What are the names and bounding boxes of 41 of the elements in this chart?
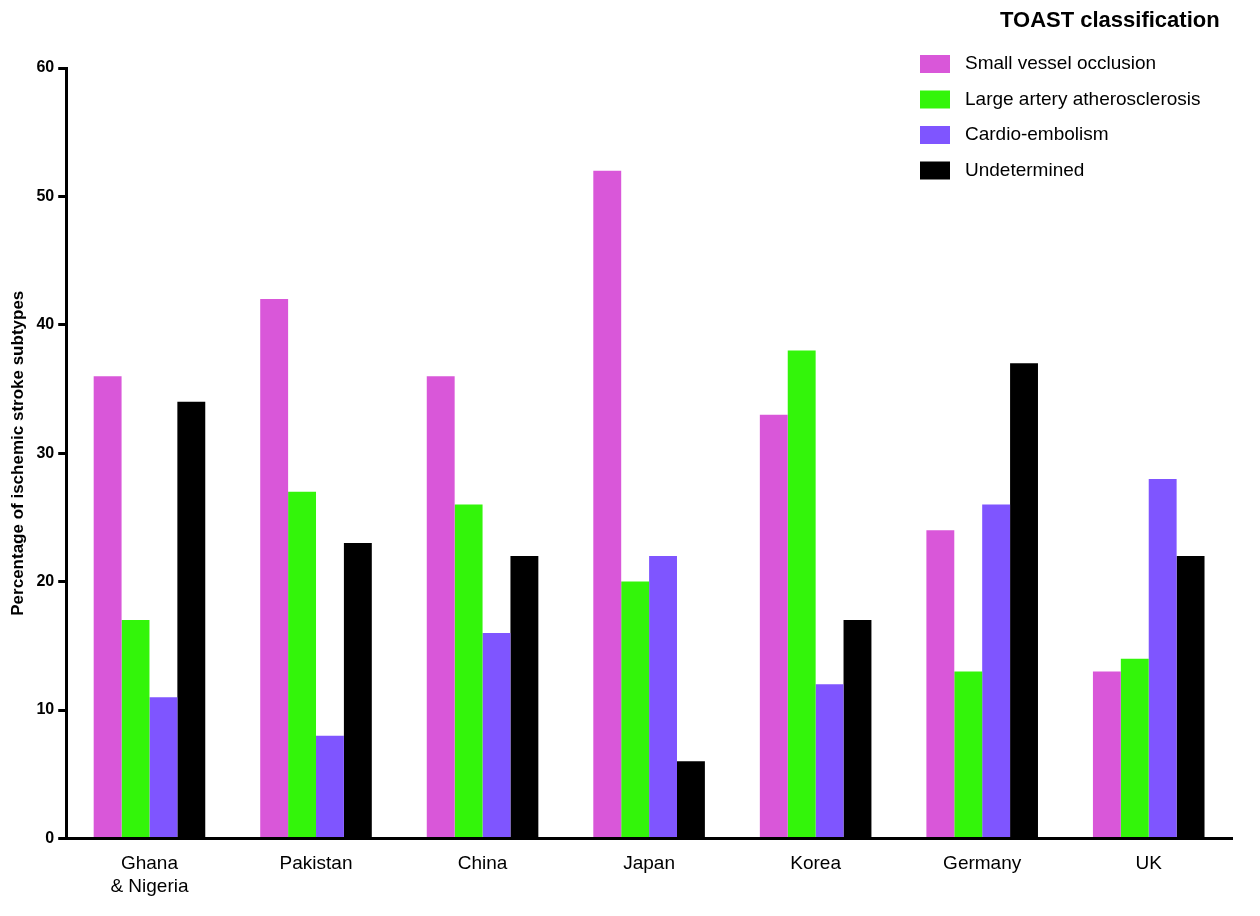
bar [1120, 658, 1149, 837]
bar [621, 581, 650, 837]
y-tick-label: 10 [36, 700, 55, 718]
x-tick-label: Japan [623, 852, 675, 874]
y-tick-label: 50 [36, 186, 55, 204]
bar [121, 620, 150, 837]
x-tick-label: Ghana & Nigeria [110, 852, 189, 896]
bar [954, 671, 983, 837]
x-tick-label: Korea [790, 852, 842, 874]
y-axis-title: Percentage of ischemic stroke subtypes [7, 290, 27, 616]
x-tick-label: China [457, 852, 508, 874]
bar [316, 735, 344, 837]
bar [482, 632, 511, 837]
y-tick-label: 30 [36, 443, 55, 461]
bar [1148, 478, 1177, 837]
bar [815, 684, 844, 837]
x-tick-label: UK [1135, 852, 1163, 874]
bar [149, 697, 178, 837]
bar [926, 530, 955, 837]
bar [787, 350, 816, 837]
x-tick-label: Pakistan [279, 852, 353, 874]
y-tick-label: 0 [45, 828, 55, 846]
legend-label: Small vessel occlusion [965, 52, 1157, 74]
bar [454, 504, 483, 837]
bar [649, 555, 677, 837]
bar [288, 491, 317, 837]
y-tick-label: 60 [36, 58, 55, 76]
bar [982, 504, 1011, 837]
legend-label: Undetermined [965, 158, 1085, 180]
legend-label: Large artery atherosclerosis [965, 87, 1201, 109]
x-tick-label: Germany [943, 852, 1022, 874]
bar [593, 170, 622, 837]
bar [93, 376, 122, 837]
bar [759, 414, 788, 837]
bar [426, 376, 455, 837]
legend-label: Cardio-embolism [965, 123, 1109, 145]
y-tick-label: 40 [36, 315, 55, 333]
bar [260, 299, 289, 837]
y-tick-label: 20 [36, 572, 55, 590]
legend-title: TOAST classification [1000, 7, 1220, 33]
bar [1092, 671, 1121, 837]
